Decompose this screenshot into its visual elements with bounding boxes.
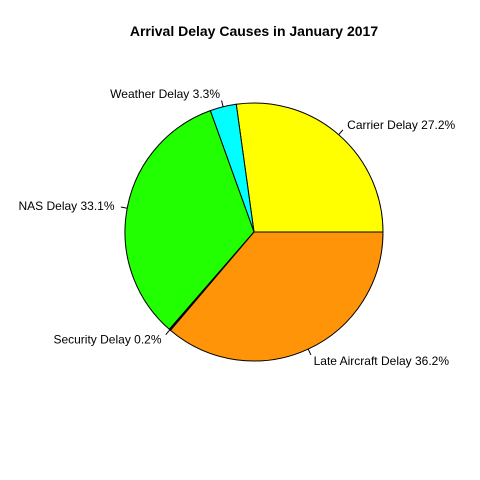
pie-labels: Carrier Delay 27.2% Weather Delay 3.3% NAS… — [18, 87, 455, 368]
slice-carrier-delay — [235, 102, 384, 233]
leader-line-security-delay — [165, 329, 171, 336]
leader-line-nas-delay — [120, 206, 128, 209]
slice-nas-delay — [124, 109, 255, 331]
leader-line-weather-delay — [221, 100, 224, 107]
chart-title: Arrival Delay Causes in January 2017 — [130, 23, 378, 39]
leader-line-carrier-delay — [338, 129, 344, 136]
label-security-delay: Security Delay 0.2% — [53, 333, 161, 347]
label-late-aircraft-delay: Late Aircraft Delay 36.2% — [314, 354, 450, 368]
leader-line-late-aircraft-delay — [307, 348, 312, 356]
label-nas-delay: NAS Delay 33.1% — [18, 199, 114, 213]
label-carrier-delay: Carrier Delay 27.2% — [347, 118, 455, 132]
pie-slices — [124, 102, 384, 362]
label-weather-delay: Weather Delay 3.3% — [110, 87, 220, 101]
